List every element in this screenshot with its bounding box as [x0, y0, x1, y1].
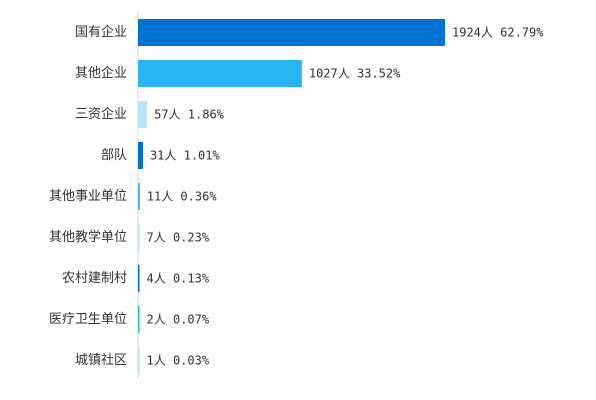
bar: [138, 224, 140, 251]
value-label: 31人 1.01%: [150, 149, 221, 163]
category-label: 医疗卫生单位: [49, 312, 127, 327]
value-label: 2人 0.07%: [147, 313, 210, 327]
category-labels-group: 国有企业其他企业三资企业部队其他事业单位其他教学单位农村建制村医疗卫生单位城镇社…: [49, 24, 127, 368]
bar: [138, 306, 140, 333]
bar: [138, 101, 148, 128]
bar: [138, 19, 445, 46]
bar: [138, 142, 143, 169]
value-label: 57人 1.86%: [154, 108, 225, 122]
value-label: 7人 0.23%: [147, 231, 210, 245]
value-label: 11人 0.36%: [147, 190, 218, 204]
category-label: 国有企业: [75, 24, 127, 40]
value-label: 1人 0.03%: [147, 354, 210, 368]
category-label: 其他企业: [75, 65, 127, 81]
value-label: 4人 0.13%: [147, 272, 210, 286]
bar: [138, 183, 140, 210]
category-label: 农村建制村: [62, 271, 127, 286]
bar: [138, 347, 140, 374]
category-label: 三资企业: [75, 106, 127, 122]
value-labels-group: 1924人 62.79% 1027人 33.52% 57人 1.86% 31人 1.0…: [147, 26, 545, 368]
bar: [138, 60, 302, 87]
category-label: 其他教学单位: [49, 229, 127, 245]
value-label: 1924人 62.79%: [452, 26, 544, 40]
bars-group: [138, 19, 445, 374]
bar: [138, 265, 140, 292]
value-label: 1027人 33.52%: [309, 67, 401, 81]
category-label: 部队: [101, 148, 127, 163]
category-label: 其他事业单位: [49, 189, 127, 204]
category-label: 城镇社区: [75, 352, 127, 368]
